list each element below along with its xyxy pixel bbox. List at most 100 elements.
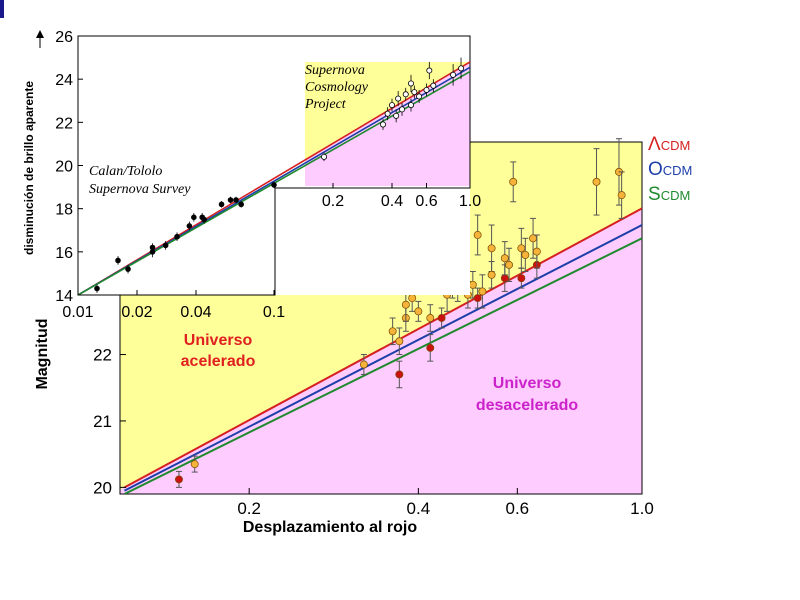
inset-data-point-14 (238, 201, 244, 208)
inset-data-point-32 (458, 65, 465, 72)
main-data-point-0 (175, 475, 183, 484)
main-y-tick-label-2: 22 (93, 346, 112, 365)
main-data-point-2 (359, 360, 368, 369)
main-data-point-8 (401, 300, 410, 309)
main-data-point-24 (473, 231, 482, 239)
main-data-point-28 (500, 274, 509, 283)
inset-data-point-15 (271, 182, 277, 188)
inset-data-point-29 (426, 67, 433, 74)
inset-y-tick-label-1: 16 (55, 245, 73, 262)
legend: ΛCDM OCDM SCDM (648, 134, 692, 205)
main-data-point-32 (517, 244, 526, 253)
legend-item-1: OCDM (648, 159, 692, 180)
inset-data-point-11 (218, 201, 225, 208)
main-data-point-26 (487, 244, 496, 253)
inset-y-tick-label-2: 18 (55, 202, 73, 219)
inset-data-point-7 (186, 223, 193, 229)
inset-data-point-21 (395, 95, 402, 102)
main-data-point-22 (468, 280, 477, 289)
main-data-point-37 (532, 247, 541, 256)
legend-item-0: ΛCDM (648, 134, 690, 155)
main-data-point-23 (473, 294, 482, 303)
inset-x-tick-label-high-3: 1.0 (459, 193, 481, 210)
inset-data-point-24 (407, 102, 414, 109)
inset-x-tick-label-high-2: 0.6 (415, 193, 437, 210)
inset-data-point-10 (201, 216, 207, 223)
main-y-tick-label-1: 21 (93, 412, 112, 431)
main-model-line-2 (124, 237, 642, 494)
inset-x-tick-label-low-0: 0.01 (62, 304, 93, 321)
inset-x-tick-label-low-3: 0.1 (263, 304, 285, 321)
inset-x-tick-label-low-2: 0.04 (180, 304, 211, 321)
main-data-point-35 (529, 234, 538, 243)
inset-y-tick-label-5: 24 (55, 72, 73, 89)
inset-x-tick-label-low-1: 0.02 (121, 304, 152, 321)
inset-data-point-1 (115, 257, 121, 264)
inset-data-point-28 (423, 86, 430, 93)
main-data-point-33 (517, 274, 526, 283)
inset-data-point-4 (149, 244, 156, 251)
main-data-point-40 (617, 191, 626, 200)
inset-y-tick-label-3: 20 (55, 159, 73, 176)
inset-data-point-13 (233, 197, 239, 203)
inset-data-point-18 (384, 110, 391, 117)
inset-y-tick-label-4: 22 (55, 115, 73, 132)
inset-data-point-26 (411, 89, 418, 96)
inset-data-point-20 (393, 112, 400, 119)
main-data-point-14 (437, 314, 446, 322)
inset-x-tick-label-high-1: 0.4 (381, 193, 403, 210)
inset-mask (275, 188, 470, 295)
inset-y-tick-label-6: 26 (55, 29, 73, 46)
inset-data-point-27 (416, 93, 423, 100)
main-data-point-30 (505, 260, 513, 269)
main-x-tick-label-0: 0.2 (237, 499, 261, 518)
inset-x-tick-label-high-0: 0.2 (322, 193, 344, 210)
main-data-point-9 (408, 294, 417, 303)
legend-item-2: SCDM (648, 184, 690, 205)
inset-data-point-23 (402, 91, 409, 98)
annotation-supernova-cosmology-project: Supernova Cosmology Project (304, 63, 369, 112)
main-data-point-3 (388, 327, 397, 336)
inset-y-arrow-head (36, 30, 44, 38)
main-data-point-1 (190, 460, 199, 469)
slide-edge-marker (0, 0, 4, 18)
inset-data-point-19 (389, 102, 396, 109)
inset-y-tick-label-0: 14 (55, 288, 73, 305)
main-data-point-27 (487, 270, 496, 279)
main-data-point-25 (478, 287, 487, 296)
inset-data-point-16 (321, 153, 328, 160)
inset-decelerated-region (305, 61, 470, 186)
inset-data-point-17 (380, 121, 387, 128)
main-y-tick-label-0: 20 (93, 478, 112, 497)
main-x-tick-label-3: 1.0 (630, 499, 654, 518)
inset-data-point-25 (407, 80, 414, 87)
inset-data-point-31 (450, 71, 457, 78)
main-data-point-31 (509, 177, 518, 186)
main-data-point-5 (395, 337, 404, 346)
region-label-decelerated: Universo desacelerado (476, 375, 579, 414)
annotation-calan-tololo: Calan/Tololo Supernova Survey (89, 164, 191, 197)
inset-y-axis-label: disminución de brillo aparente (22, 81, 36, 255)
main-x-tick-label-2: 0.6 (506, 499, 530, 518)
inset-data-point-5 (162, 242, 169, 249)
main-data-point-12 (426, 343, 435, 352)
inset-plot: 14 16 18 20 22 24 26 0.01 0.02 0.04 0.1 0.2 0.4 0.6 1.… (22, 29, 481, 321)
inset-data-point-2 (125, 266, 131, 272)
region-label-accelerated: Universo acelerado (181, 332, 256, 370)
main-data-point-10 (414, 307, 423, 316)
inset-data-point-0 (94, 285, 100, 292)
main-x-tick-label-1: 0.4 (407, 499, 431, 518)
main-model-line-1 (124, 224, 642, 492)
inset-data-point-8 (191, 214, 197, 221)
main-x-axis-label: Desplazamiento al rojo (243, 519, 417, 536)
main-model-line-0 (124, 207, 642, 489)
inset-data-point-12 (227, 197, 234, 203)
inset-data-point-22 (399, 106, 406, 113)
main-data-point-4 (395, 370, 404, 379)
main-data-point-29 (500, 254, 509, 263)
inset-data-point-30 (430, 82, 437, 89)
main-data-point-34 (521, 250, 530, 259)
main-y-axis-label: Magnitud (34, 318, 51, 389)
